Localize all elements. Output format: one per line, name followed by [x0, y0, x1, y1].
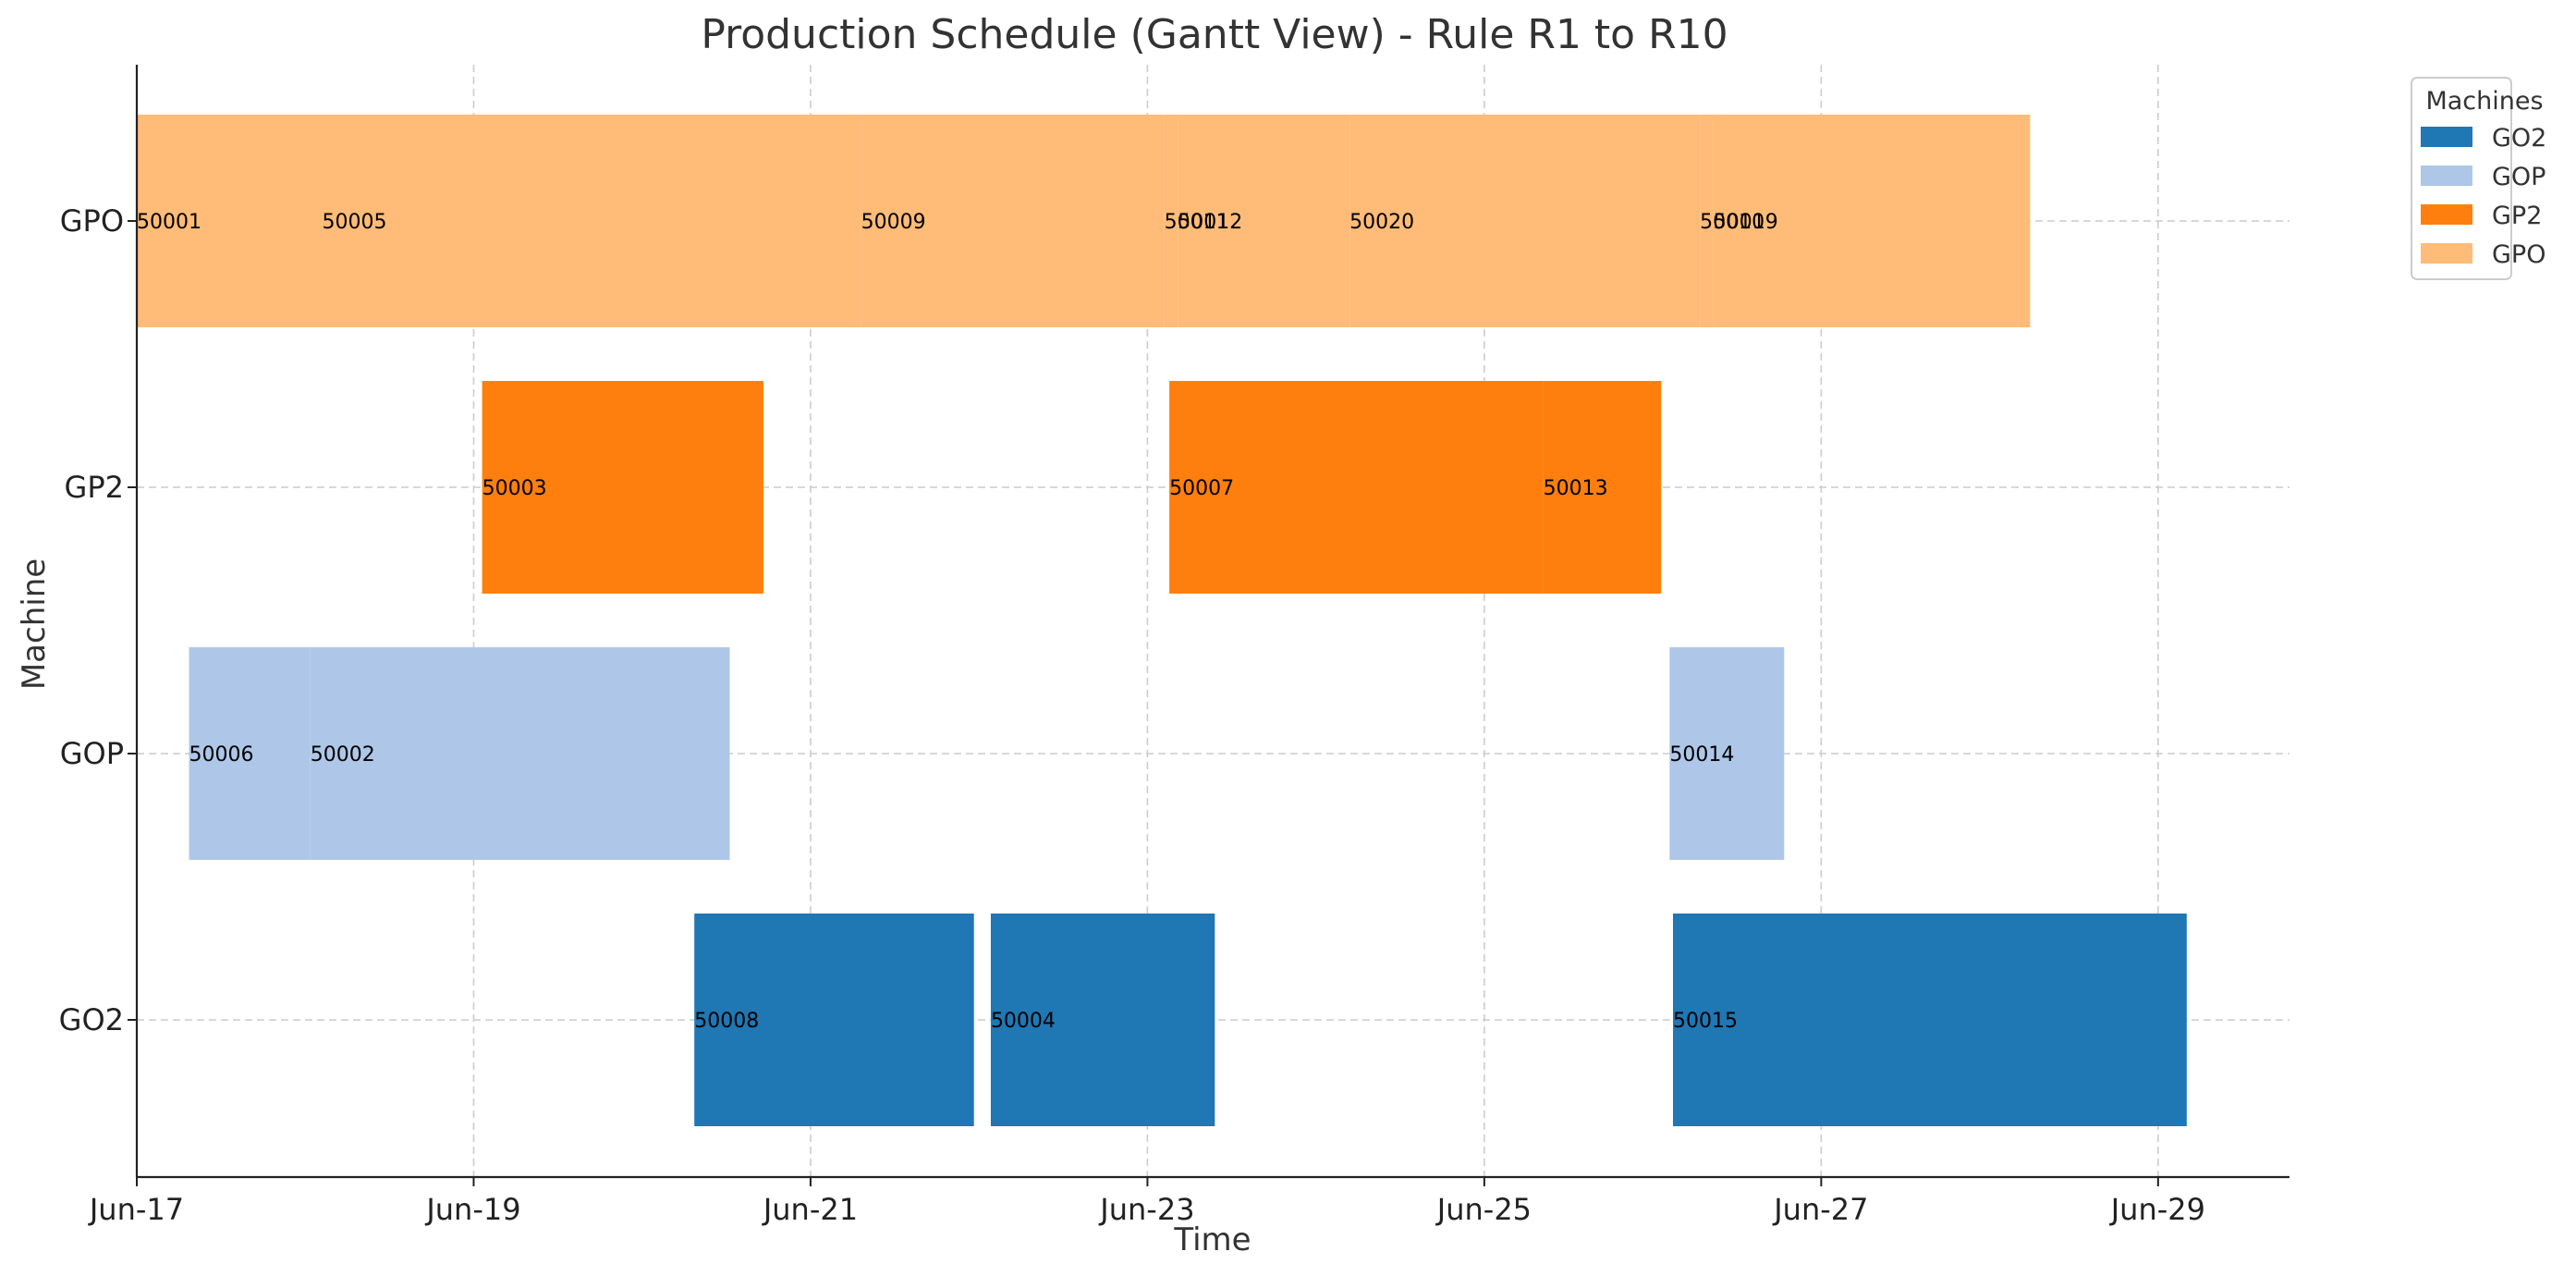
- gantt-bar-50013: [1543, 381, 1662, 594]
- gantt-bar-50001: [137, 115, 323, 327]
- bar-label: 50008: [694, 1010, 759, 1033]
- bar-label: 50019: [1714, 211, 1778, 234]
- bar-label: 50015: [1673, 1010, 1738, 1033]
- x-axis-label: Time: [1173, 1221, 1251, 1258]
- legend-swatch: [2421, 243, 2472, 264]
- gantt-bar-50002: [310, 647, 730, 860]
- legend-label: GP2: [2492, 202, 2542, 230]
- gantt-bar-50006: [189, 647, 311, 860]
- x-tick-label: Jun-17: [88, 1192, 184, 1227]
- bar-label: 50011: [1165, 211, 1229, 234]
- chart-title: Production Schedule (Gantt View) - Rule …: [701, 11, 1728, 58]
- legend-title: Machines: [2425, 87, 2543, 116]
- gantt-bar-50020: [1349, 115, 1701, 327]
- legend-label: GPO: [2492, 240, 2545, 269]
- gantt-bar-50007: [1169, 381, 1544, 594]
- y-tick-label: GO2: [59, 1002, 124, 1037]
- x-tick-label: Jun-23: [1098, 1192, 1194, 1227]
- y-tick-label: GPO: [60, 203, 124, 239]
- gantt-bar-50019: [1713, 115, 2031, 327]
- axes: Jun-17 Jun-19 Jun-21 Jun-23 Jun-25 Jun-27 Jun-…: [59, 65, 2289, 1227]
- gantt-bar-50015: [1673, 914, 2187, 1126]
- gantt-bar-50008: [694, 914, 974, 1126]
- x-tick-label: Jun-19: [424, 1192, 520, 1227]
- legend-swatch: [2421, 166, 2472, 186]
- bar-label: 50002: [311, 743, 375, 767]
- gantt-bar-50014: [1669, 647, 1785, 860]
- bar-label: 50004: [991, 1010, 1056, 1033]
- legend: Machines GO2 GOP GP2 GPO: [2411, 77, 2546, 280]
- bar-label: 50005: [322, 211, 386, 234]
- legend-label: GOP: [2492, 163, 2545, 191]
- gantt-bar-50005: [322, 115, 861, 327]
- bar-label: 50013: [1544, 477, 1608, 500]
- y-axis-label: Machine: [16, 558, 53, 690]
- legend-label: GO2: [2492, 124, 2546, 153]
- gantt-bar-50010: [1700, 115, 1714, 327]
- gantt-bar-50004: [990, 914, 1215, 1126]
- y-tick-label: GOP: [60, 736, 124, 771]
- gantt-bar-50011: [1164, 115, 1178, 327]
- bar-label: 50006: [189, 743, 253, 767]
- bar-label: 50007: [1169, 477, 1234, 500]
- bar-label: 50001: [137, 211, 201, 234]
- x-tick-label: Jun-25: [1435, 1192, 1532, 1227]
- bar-label: 50020: [1349, 211, 1414, 234]
- gantt-bars: [137, 115, 2187, 1126]
- bar-label: 50009: [861, 211, 926, 234]
- gantt-bar-50012: [1178, 115, 1350, 327]
- x-tick-label: Jun-27: [1772, 1192, 1868, 1227]
- gantt-bar-50009: [861, 115, 1165, 327]
- bar-label: 50012: [1178, 211, 1242, 234]
- bar-label: 50014: [1669, 743, 1734, 767]
- bar-label: 50003: [482, 477, 547, 500]
- legend-swatch: [2421, 127, 2472, 147]
- legend-items: GO2 GOP GP2 GPO: [2421, 124, 2546, 269]
- gantt-bar-50003: [482, 381, 763, 594]
- y-tick-label: GP2: [65, 470, 124, 505]
- bar-label: 50010: [1700, 211, 1764, 234]
- x-tick-label: Jun-21: [762, 1192, 858, 1227]
- legend-swatch: [2421, 204, 2472, 225]
- x-tick-label: Jun-29: [2109, 1192, 2205, 1227]
